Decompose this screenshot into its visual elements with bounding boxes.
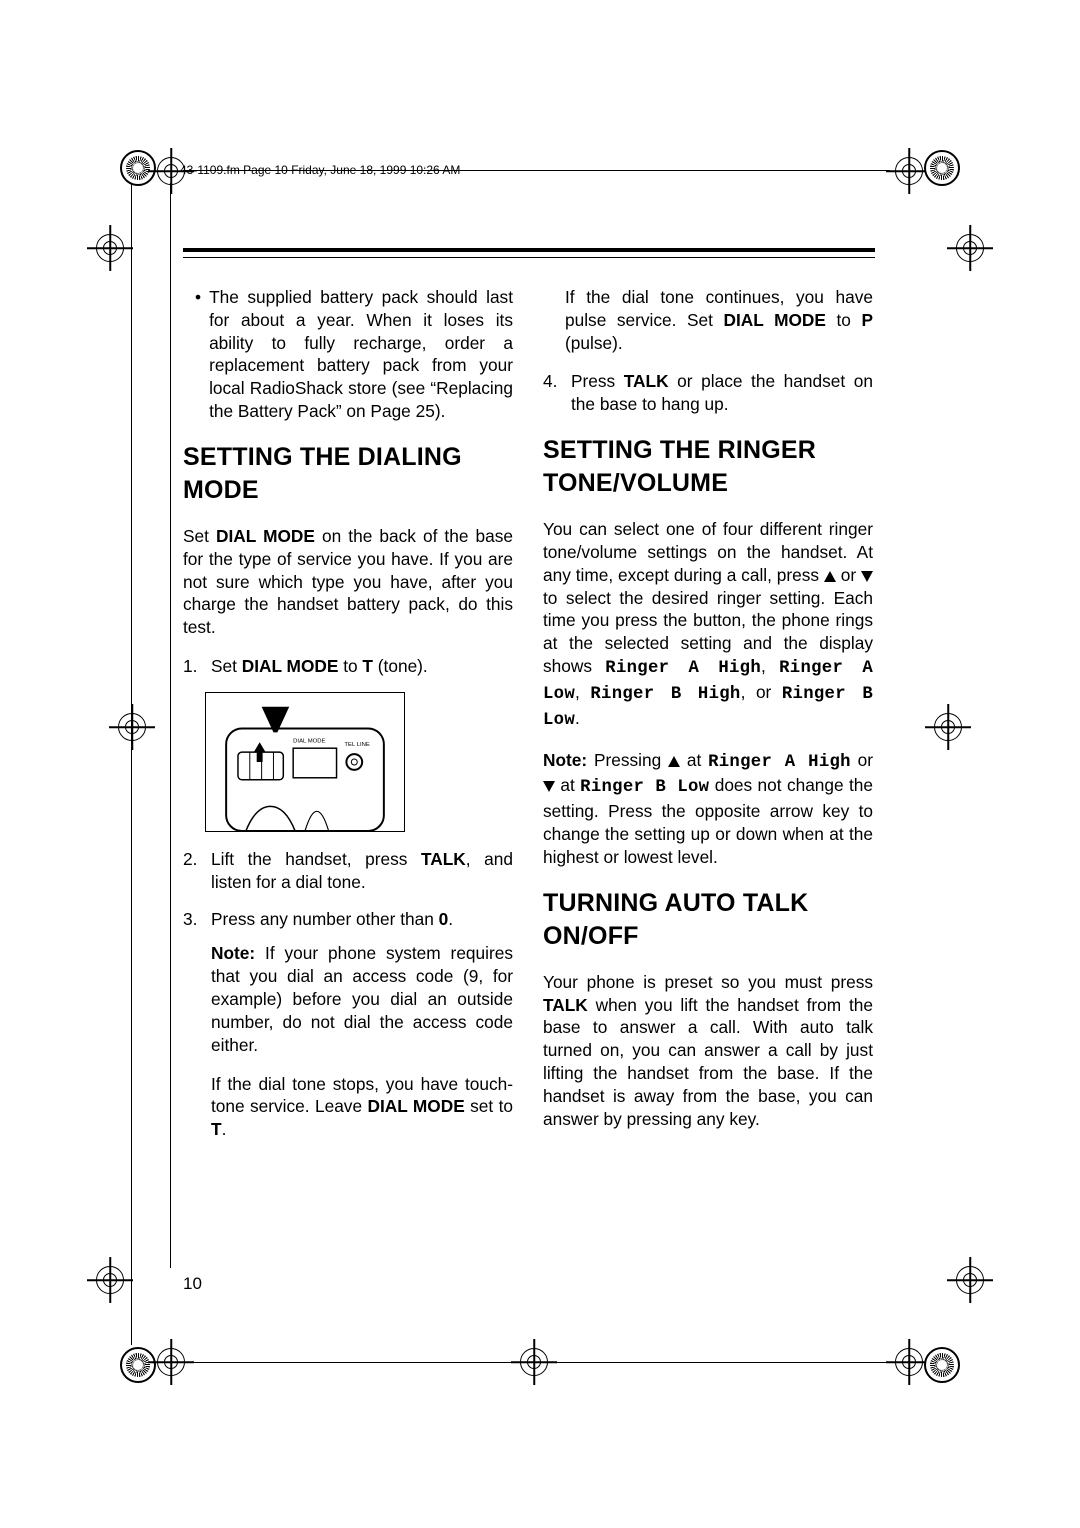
t: at — [555, 775, 580, 795]
t: T — [211, 1119, 222, 1139]
step-number: 4. — [543, 370, 563, 416]
t: to — [826, 310, 862, 330]
step-number: 2. — [183, 848, 203, 894]
bullet-dot-icon: • — [195, 286, 201, 423]
t: when you lift the handset from the base … — [543, 995, 873, 1129]
crop-mark-mr-target — [934, 713, 962, 741]
t: DIAL MODE — [724, 310, 826, 330]
t: Ringer A High — [708, 753, 851, 772]
t: T — [362, 656, 373, 676]
step-2: 2. Lift the handset, press TALK, and lis… — [183, 848, 513, 894]
arrow-down-icon — [543, 781, 555, 792]
t: Note: — [543, 750, 587, 770]
t: (tone). — [373, 656, 428, 676]
crop-mark-tr-target — [895, 157, 923, 185]
t: Your phone is preset so you must press — [543, 972, 873, 992]
t: . — [222, 1119, 227, 1139]
ringer-paragraph: You can select one of four different rin… — [543, 518, 873, 732]
t: DIAL MODE — [367, 1096, 464, 1116]
t: , or — [741, 682, 782, 702]
crop-mark-rtarget — [956, 234, 984, 262]
step3-note: Note: If your phone system requires that… — [211, 942, 513, 1056]
dialing-intro: Set DIAL MODE on the back of the base fo… — [183, 525, 513, 639]
heading-auto-talk: TURNING AUTO TALK ON/OFF — [543, 887, 873, 953]
t: Ringer B High — [590, 685, 740, 704]
ringer-note: Note: Pressing at Ringer A High or at Ri… — [543, 749, 873, 869]
t: Pressing — [587, 750, 668, 770]
right-column: If the dial tone continues, you have pul… — [543, 286, 873, 1171]
t: DIAL MODE — [216, 526, 315, 546]
battery-bullet-text: The supplied battery pack should last fo… — [209, 286, 513, 423]
step-3: 3. Press any number other than 0. Note: … — [183, 908, 513, 1157]
arrow-up-icon — [824, 571, 836, 582]
heading-dialing-mode: SETTING THE DIALING MODE — [183, 441, 513, 507]
t: Ringer A High — [605, 659, 761, 678]
touchtone-outcome: If the dial tone stops, you have touch-t… — [211, 1073, 513, 1141]
page-content: • The supplied battery pack should last … — [183, 248, 875, 1171]
crop-mark-bl-gear — [120, 1347, 156, 1383]
double-rule — [183, 248, 875, 258]
t: TALK — [624, 371, 669, 391]
heading-ringer: SETTING THE RINGER TONE/VOLUME — [543, 434, 873, 500]
arrow-down-icon — [861, 571, 873, 582]
t: TALK — [543, 995, 588, 1015]
page-header-path: 43-1109.fm Page 10 Friday, June 18, 1999… — [180, 163, 880, 177]
step-1: 1. Set DIAL MODE to T (tone). — [183, 655, 513, 678]
t: Set — [211, 656, 242, 676]
crop-mark-lb-target — [96, 1266, 124, 1294]
crop-line-bottom — [183, 1362, 890, 1363]
left-column: • The supplied battery pack should last … — [183, 286, 513, 1171]
t: DIAL MODE — [242, 656, 339, 676]
t: set to — [465, 1096, 513, 1116]
svg-text:DIAL MODE: DIAL MODE — [293, 738, 325, 744]
dial-mode-figure: DIAL MODE TEL LINE — [205, 692, 405, 832]
t: TALK — [421, 849, 466, 869]
crop-line-left2 — [131, 183, 132, 1345]
t: Note: — [211, 943, 255, 963]
crop-mark-tl-gear — [120, 150, 156, 186]
battery-bullet: • The supplied battery pack should last … — [183, 286, 513, 423]
step-4: 4. Press TALK or place the handset on th… — [543, 370, 873, 416]
crop-mark-ml-target — [118, 713, 146, 741]
t: (pulse). — [565, 333, 623, 353]
auto-talk-paragraph: Your phone is preset so you must press T… — [543, 971, 873, 1131]
t: Press any number other than — [211, 909, 439, 929]
svg-text:TEL LINE: TEL LINE — [344, 742, 369, 748]
dialing-step4: 4. Press TALK or place the handset on th… — [543, 370, 873, 416]
t: If your phone system requires that you d… — [211, 943, 513, 1054]
crop-mark-rb-target — [956, 1266, 984, 1294]
crop-mark-bl-target — [157, 1348, 185, 1376]
dialing-steps: 1. Set DIAL MODE to T (tone). — [183, 655, 513, 678]
t: Set — [183, 526, 216, 546]
t: Press — [571, 371, 624, 391]
t: P — [861, 310, 873, 330]
crop-mark-br-gear — [924, 1347, 960, 1383]
t: Ringer B Low — [580, 778, 709, 797]
dialing-steps-cont: 2. Lift the handset, press TALK, and lis… — [183, 848, 513, 1157]
t: or — [836, 565, 861, 585]
crop-mark-tr-gear — [924, 150, 960, 186]
t: Lift the handset, press — [211, 849, 421, 869]
t: to — [338, 656, 362, 676]
t: 0 — [439, 909, 449, 929]
crop-mark-br-target — [895, 1348, 923, 1376]
crop-line-left — [170, 183, 171, 1268]
step-number: 3. — [183, 908, 203, 1157]
crop-mark-ltarget — [96, 234, 124, 262]
t: or — [851, 750, 873, 770]
t: at — [680, 750, 708, 770]
pulse-outcome: If the dial tone continues, you have pul… — [543, 286, 873, 354]
t: . — [448, 909, 453, 929]
step-number: 1. — [183, 655, 203, 678]
t: , — [575, 682, 590, 702]
page-number: 10 — [183, 1274, 202, 1294]
arrow-up-icon — [668, 756, 680, 767]
t: . — [575, 708, 580, 728]
t: , — [761, 656, 779, 676]
